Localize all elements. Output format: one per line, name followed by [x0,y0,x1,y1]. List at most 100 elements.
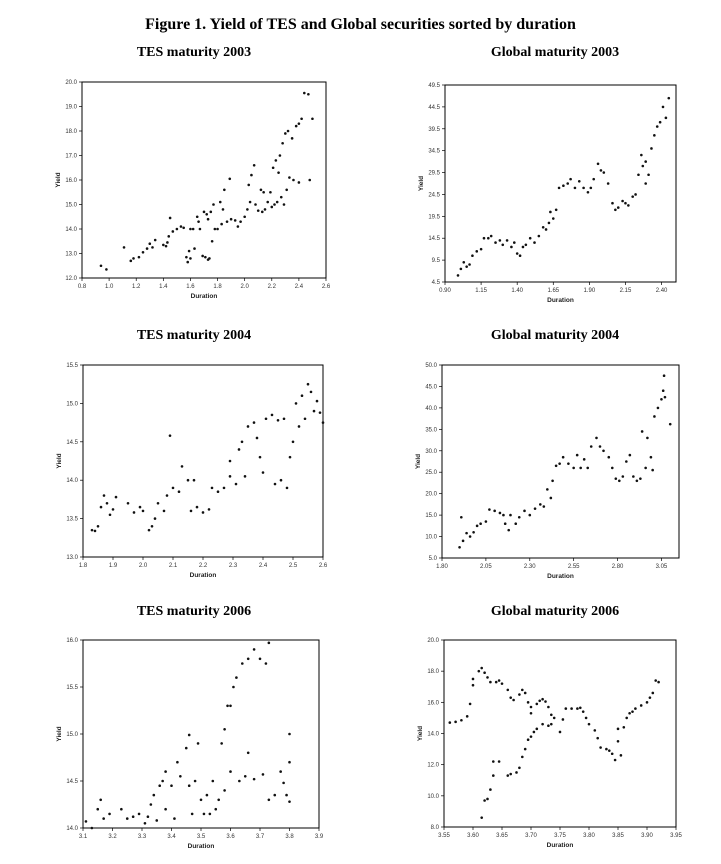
data-point [271,166,275,170]
panel-title-global-2006: Global maturity 2006 [490,604,620,619]
data-point [187,249,191,253]
data-point [523,747,527,751]
data-point [125,817,129,820]
data-point [460,515,463,519]
data-point [228,459,232,463]
data-point [535,727,539,731]
data-point [644,182,647,185]
data-point [223,789,226,792]
data-point [205,213,209,216]
x-tick-label: 2.2 [199,563,208,569]
data-point [493,509,496,513]
data-point [303,91,306,95]
data-point [608,749,611,752]
data-point [546,488,549,491]
x-tick-label: 1.9 [109,563,118,569]
data-point [593,729,597,732]
data-point [648,696,652,699]
y-tick-label: 15.0 [66,401,78,407]
plot-frame [443,639,677,828]
data-point [201,254,204,258]
data-point [246,657,250,661]
data-point [510,245,513,249]
y-axis-label: Yield [415,454,422,469]
data-point [550,722,553,726]
data-point [640,430,644,433]
data-point [270,205,274,209]
data-point [668,422,672,426]
y-tick-label: 13.0 [66,555,78,561]
data-point [465,531,468,535]
x-axis-label: Duration [190,572,217,579]
data-point [561,455,565,459]
data-point [586,190,590,194]
data-point [180,465,184,468]
x-tick-label: 3.1 [79,834,88,840]
data-point [156,501,160,505]
data-point [465,265,468,268]
data-point [252,648,256,651]
data-point [544,700,547,703]
data-point [610,466,614,470]
data-point [297,181,301,184]
y-tick-label: 24.5 [428,192,440,198]
data-point [498,239,502,242]
x-tick-label: 2.15 [620,288,632,294]
data-point [561,718,565,721]
data-point [529,711,533,715]
data-point [179,225,183,228]
data-point [141,509,145,513]
data-point [216,490,220,494]
data-point [164,807,167,811]
data-point [168,216,172,220]
data-point [586,466,590,470]
data-point [551,479,554,483]
data-point [528,513,532,517]
data-point [611,201,614,205]
data-point [498,511,502,515]
data-point [167,235,171,238]
data-point [552,716,556,720]
data-point [558,730,562,734]
data-point [529,705,533,709]
data-point [315,399,319,403]
data-point [195,215,199,219]
data-point [599,746,602,749]
data-point [657,680,660,684]
data-point [137,255,141,259]
y-tick-label: 35.0 [425,427,437,433]
data-point [569,177,572,181]
data-point [512,698,515,702]
x-tick-label: 1.4 [159,284,168,290]
panel-title-tes-2003: TES maturity 2003 [136,45,252,60]
data-point [254,203,257,206]
data-point [300,394,304,398]
data-point [458,545,461,549]
data-point [480,816,484,819]
data-point [269,190,272,194]
data-point [197,220,200,223]
data-point [518,693,521,696]
data-point [492,760,495,763]
data-point [614,208,617,212]
x-tick-label: 1.40 [511,288,523,294]
data-point [599,169,603,172]
data-point [454,720,457,724]
data-point [267,798,271,802]
figure-title: Figure 1. Yield of TES and Global securi… [145,16,576,33]
x-tick-label: 2.4 [295,284,304,290]
y-axis-label: Yield [417,726,424,741]
data-point [173,817,176,820]
data-point [639,477,642,480]
y-tick-label: 19.5 [428,214,440,220]
data-point [621,199,624,203]
data-point [279,195,283,199]
data-point [288,455,292,459]
data-point [533,241,536,244]
data-point [653,134,656,137]
x-tick-label: 1.6 [186,284,195,290]
data-point [631,710,634,713]
data-point [547,724,550,728]
data-point [291,440,295,444]
data-point [199,798,203,802]
